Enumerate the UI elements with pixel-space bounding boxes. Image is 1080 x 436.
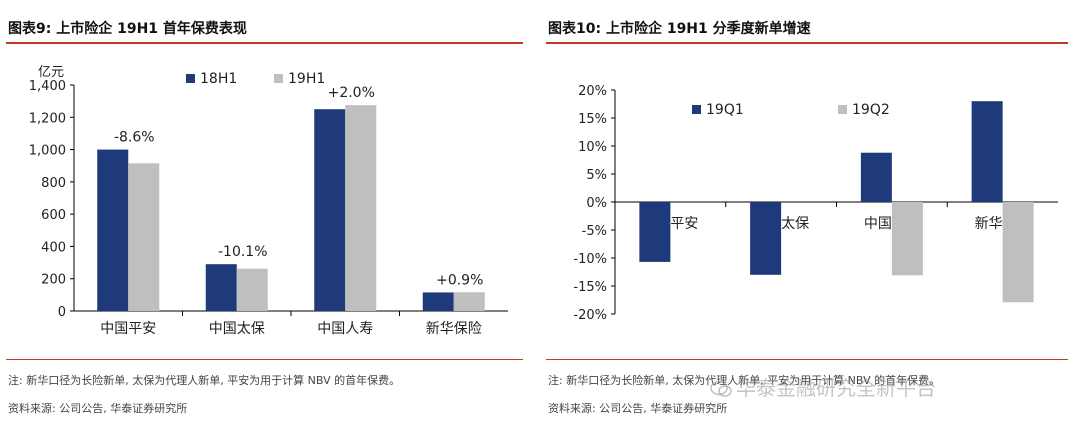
growth-annotation: -8.6% <box>114 130 155 146</box>
legend-swatch-19q2 <box>838 105 847 114</box>
y-tick-label: 0 <box>58 305 66 320</box>
y-tick-label: -10% <box>573 252 607 267</box>
bar-19q1 <box>639 202 671 262</box>
legend-label-19q2: 19Q2 <box>852 102 890 118</box>
y-tick-label: 400 <box>41 240 66 255</box>
wechat-icon <box>710 380 732 397</box>
bar-19q1 <box>971 101 1003 202</box>
left-footer-rule <box>6 359 523 360</box>
legend-swatch-19h1 <box>274 74 283 83</box>
right-figure-title: 图表10: 上市险企 19H1 分季度新单增速 <box>548 21 811 37</box>
left-title-rule <box>6 42 523 44</box>
left-figure-title: 图表9: 上市险企 19H1 首年保费表现 <box>8 21 247 37</box>
y-tick-label: -15% <box>573 280 607 295</box>
right-title-rule <box>546 42 1068 44</box>
legend-label-19h1: 19H1 <box>288 71 325 87</box>
watermark-text: 华泰金融研究全新平台 <box>736 376 936 400</box>
y-axis-unit-label: 亿元 <box>38 65 64 80</box>
bar-19h1 <box>345 105 377 311</box>
watermark: 华泰金融研究全新平台 <box>710 372 936 401</box>
y-tick-label: 800 <box>41 176 66 191</box>
y-tick-label: -20% <box>573 308 607 323</box>
growth-annotation: +0.9% <box>436 272 483 288</box>
bar-19q2 <box>1002 202 1034 303</box>
bar-18h1 <box>314 109 346 311</box>
y-tick-label: 10% <box>578 140 607 155</box>
x-tick-label: 中国人寿 <box>317 320 373 337</box>
x-tick-label: 新华保险 <box>426 321 482 337</box>
first-year-premium-chart: 亿元 0 200 400 600 800 1,000 1,200 1,400 中国平安 -8.6% 中… <box>29 65 508 337</box>
legend-swatch-18h1 <box>186 74 195 83</box>
x-tick-label: 中国太保 <box>209 321 265 337</box>
bar-19q1 <box>750 202 782 275</box>
y-tick-label: 1,000 <box>29 144 66 159</box>
y-tick-label: 15% <box>578 112 607 127</box>
bar-19q2 <box>891 202 923 276</box>
x-tick-label: 中国平安 <box>100 321 156 337</box>
right-figure-panel: 图表10: 上市险企 19H1 分季度新单增速 -20% -15% -10% -5% 0… <box>540 0 1080 436</box>
growth-annotation: +2.0% <box>328 85 375 101</box>
y-tick-label: 1,200 <box>29 111 66 126</box>
y-tick-label: 1,400 <box>29 79 66 94</box>
legend-swatch-19q1 <box>692 105 701 114</box>
bar-19q1 <box>860 152 892 202</box>
right-footer-rule <box>546 359 1068 360</box>
legend-label-18h1: 18H1 <box>200 71 237 87</box>
left-source: 资料来源: 公司公告, 华泰证券研究所 <box>8 402 188 415</box>
y-tick-label: 600 <box>41 208 66 223</box>
right-note: 注: 新华口径为长险新单, 太保为代理人新单, 平安为用于计算 NBV 的首年保… <box>548 374 941 387</box>
y-tick-label: 200 <box>41 273 66 288</box>
bar-18h1 <box>422 292 454 311</box>
y-tick-label: -5% <box>582 224 607 239</box>
bar-19h1 <box>453 292 485 311</box>
legend-label-19q1: 19Q1 <box>706 102 744 118</box>
y-tick-label: 5% <box>586 168 607 183</box>
left-note: 注: 新华口径为长险新单, 太保为代理人新单, 平安为用于计算 NBV 的首年保… <box>8 374 401 387</box>
bar-19h1 <box>236 268 268 311</box>
bar-18h1 <box>97 149 129 311</box>
left-figure-panel: 图表9: 上市险企 19H1 首年保费表现 亿元 0 200 400 600 800 1,0… <box>0 0 535 436</box>
bar-18h1 <box>205 264 237 311</box>
quarterly-growth-chart: -20%-15%-10%-5%0%5%10%15%20%中国平安中国太保中国人寿… <box>573 84 1058 323</box>
growth-annotation: -10.1% <box>218 244 268 260</box>
right-source: 资料来源: 公司公告, 华泰证券研究所 <box>548 402 728 415</box>
bar-19h1 <box>128 163 160 311</box>
y-tick-label: 20% <box>578 84 607 99</box>
y-tick-label: 0% <box>586 196 607 211</box>
